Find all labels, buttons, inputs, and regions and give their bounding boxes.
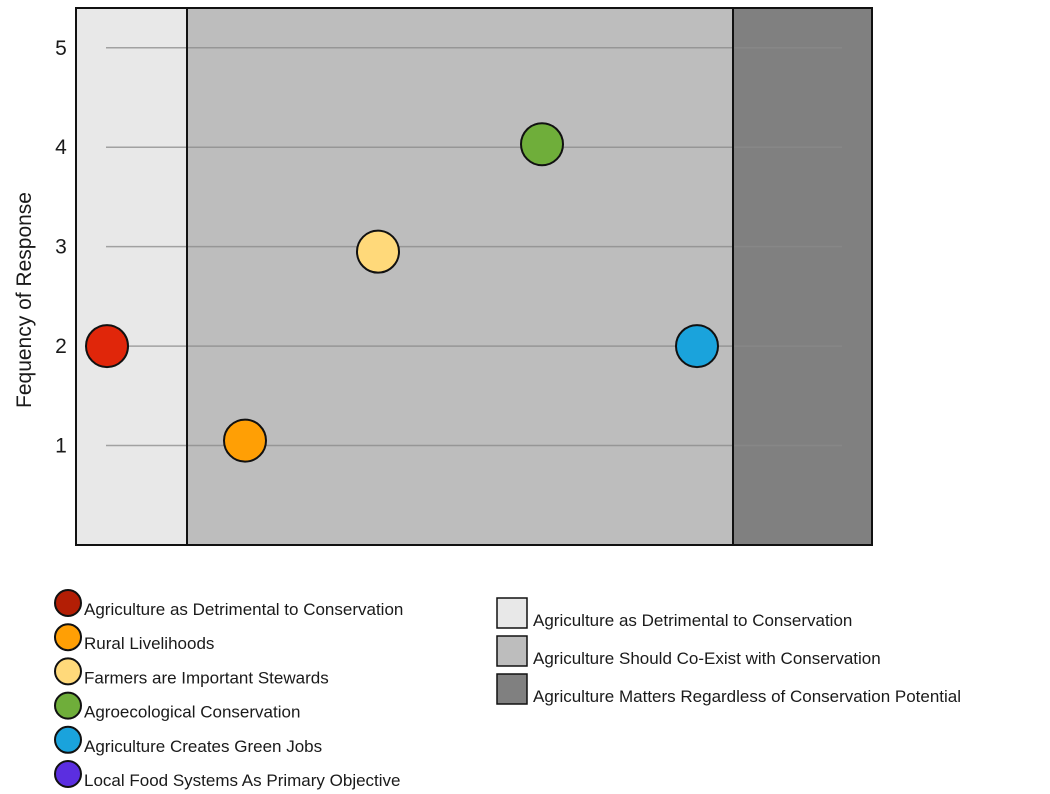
legend-marker: [54, 589, 82, 617]
data-point-3: [356, 229, 400, 274]
legend-marker: [54, 691, 82, 720]
y-tick-label: 2: [55, 335, 67, 358]
y-tick-labels: 1 2 3 4 5: [55, 37, 67, 458]
legend-swatch: [496, 597, 528, 629]
y-tick-label: 3: [55, 236, 67, 259]
band-1: [76, 8, 187, 545]
legend-marker: [54, 760, 82, 788]
band-dividers: [186, 8, 734, 545]
legend-label: Agriculture Should Co-Exist with Conserv…: [533, 649, 881, 668]
legend-label: Farmers are Important Stewards: [84, 668, 329, 687]
y-axis-title: Fequency of Response: [13, 192, 36, 408]
data-point-2: [223, 418, 267, 463]
plot-frame: [75, 7, 873, 546]
background-bands: [76, 8, 872, 545]
legend-label: Agriculture as Detrimental to Conservati…: [84, 600, 403, 619]
band-3: [733, 8, 872, 545]
y-tick-label: 1: [55, 435, 67, 458]
y-tick-label: 4: [55, 136, 67, 159]
legend-label: Rural Livelihoods: [84, 634, 214, 653]
legend-marker: [54, 657, 82, 686]
legend-marker: [54, 623, 82, 652]
legend-swatch: [496, 635, 528, 667]
data-point-4: [520, 122, 564, 167]
grid-lines: [106, 47, 842, 447]
legend-label: Agroecological Conservation: [84, 703, 300, 722]
band-2: [187, 8, 733, 545]
y-tick-label: 5: [55, 37, 67, 60]
data-points: [85, 122, 719, 463]
legend-series: Agriculture as Detrimental to Conservati…: [54, 589, 403, 790]
legend-label: Local Food Systems As Primary Objective: [84, 771, 401, 790]
legend-label: Agriculture as Detrimental to Conservati…: [533, 611, 852, 630]
legend-marker: [54, 725, 82, 754]
legend-swatch: [496, 673, 528, 705]
legend-label: Agriculture Creates Green Jobs: [84, 737, 322, 756]
legend-label: Agriculture Matters Regardless of Conser…: [533, 687, 961, 706]
legend-bands: Agriculture as Detrimental to Conservati…: [496, 597, 961, 706]
data-point-1: [85, 324, 129, 369]
data-point-5: [675, 324, 719, 369]
